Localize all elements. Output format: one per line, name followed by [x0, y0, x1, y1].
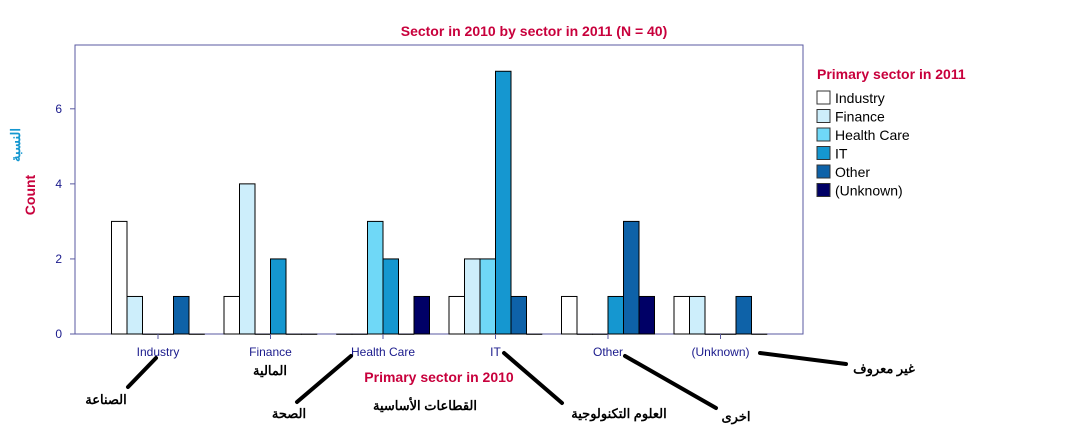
x-tick-label: Health Care: [351, 345, 415, 359]
bar-other: [398, 333, 415, 335]
bar-unknown: [413, 295, 430, 335]
bar-unknown: [188, 333, 205, 335]
bar-health-care: [142, 333, 159, 335]
bar-finance: [239, 183, 256, 335]
bar-health-care: [592, 333, 609, 335]
bar-health-care: [704, 333, 721, 335]
legend-swatch: [816, 146, 831, 160]
annotation-x-axis-label: القطاعات الأساسية: [373, 397, 477, 413]
bar-industry: [448, 295, 465, 335]
bar-it: [607, 295, 624, 335]
legend-label: Health Care: [835, 127, 910, 143]
bar-it: [382, 258, 399, 335]
x-tick-label: Industry: [137, 345, 180, 359]
plot-area: [74, 44, 804, 335]
legend-label: Finance: [835, 109, 885, 125]
annotation-finance: المالية: [253, 363, 287, 378]
bar-unknown: [526, 333, 543, 335]
y-tick-label: 2: [55, 252, 62, 266]
bar-finance: [464, 258, 481, 335]
bar-finance: [576, 333, 593, 335]
annotation-line: [295, 354, 353, 404]
bar-it: [157, 333, 174, 335]
annotation-other: اخرى: [722, 409, 751, 425]
bar-other: [510, 295, 527, 335]
bar-industry: [561, 295, 578, 335]
bar-industry: [336, 333, 353, 335]
bar-other: [735, 295, 752, 335]
bar-finance: [689, 295, 706, 335]
x-tick-label: Finance: [249, 345, 292, 359]
annotation-it: العلوم التكنولوجية: [571, 406, 666, 422]
annotation-health-care: الصحة: [272, 406, 306, 421]
bar-industry: [111, 220, 128, 335]
y-axis-label-arabic: النسبة: [8, 128, 23, 162]
x-tick-label: (Unknown): [691, 345, 749, 359]
legend-swatch: [816, 127, 831, 142]
annotation-line: [126, 356, 158, 389]
bar-unknown: [638, 295, 655, 335]
legend-label: Other: [835, 164, 870, 180]
bar-industry: [673, 295, 690, 335]
annotation-line: [623, 354, 718, 410]
bar-other: [173, 295, 190, 335]
annotation-industry: الصناعة: [85, 392, 126, 407]
annotation-line: [502, 351, 564, 405]
legend-swatch: [816, 183, 831, 197]
legend-swatch: [816, 90, 831, 105]
bar-it: [495, 70, 512, 335]
x-tick-label: Other: [593, 345, 623, 359]
bar-finance: [351, 333, 368, 335]
bar-unknown: [751, 333, 768, 335]
bar-health-care: [367, 220, 384, 335]
annotation-line: [758, 351, 848, 366]
bar-health-care: [254, 333, 271, 335]
legend-label: (Unknown): [835, 183, 903, 199]
legend-label: Industry: [835, 90, 885, 106]
bar-finance: [126, 295, 143, 335]
bar-health-care: [479, 258, 496, 335]
legend-label: IT: [835, 146, 848, 162]
annotation-unknown: غير معروف: [853, 361, 915, 377]
chart-title: Sector in 2010 by sector in 2011 (N = 40…: [401, 23, 668, 39]
legend-swatch: [816, 109, 831, 123]
y-tick-label: 0: [55, 327, 62, 341]
bar-other: [623, 220, 640, 335]
legend-title: Primary sector in 2011: [817, 66, 966, 82]
x-axis-label: Primary sector in 2010: [364, 369, 514, 385]
y-tick-label: 6: [55, 102, 62, 116]
legend-swatch: [816, 164, 831, 179]
bar-it: [720, 333, 737, 335]
annotation-lines: [126, 351, 848, 410]
x-tick-label: IT: [490, 345, 501, 359]
bar-other: [285, 333, 302, 335]
y-axis-label: Count: [22, 174, 38, 215]
bar-it: [270, 258, 287, 335]
bar-industry: [223, 295, 240, 335]
bar-unknown: [301, 333, 318, 335]
y-tick-label: 4: [55, 177, 62, 191]
